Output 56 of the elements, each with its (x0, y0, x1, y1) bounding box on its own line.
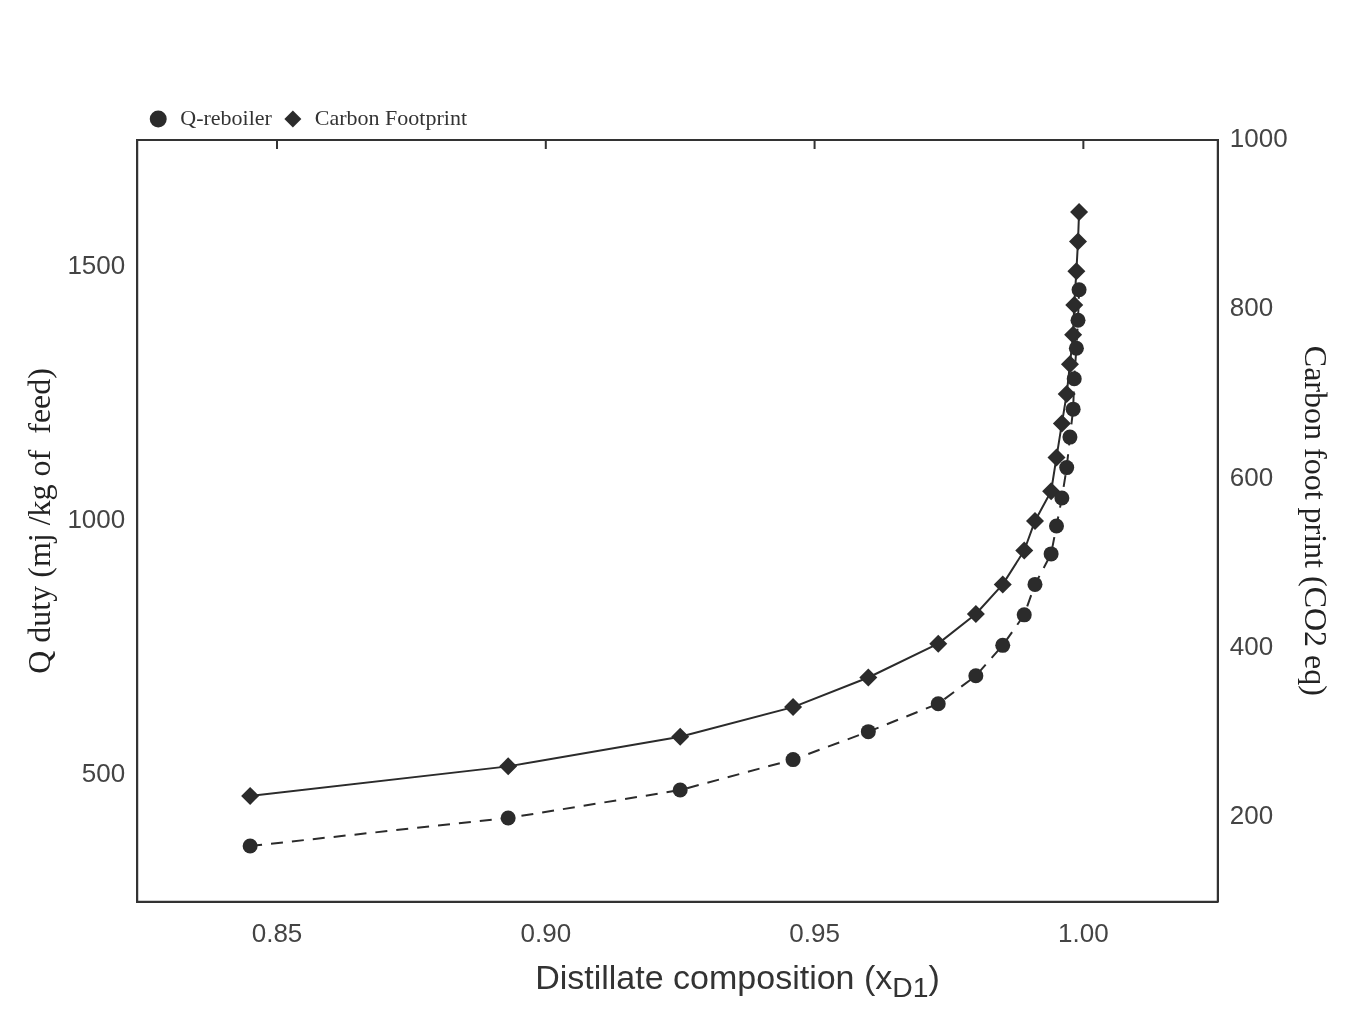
point (1065, 401, 1081, 417)
y-tick-label: 500 (81, 758, 126, 789)
y-tick-label: 1500 (67, 250, 126, 281)
point (1015, 541, 1034, 560)
point (500, 810, 516, 826)
point (1062, 429, 1078, 445)
point (1070, 202, 1089, 221)
point (993, 575, 1012, 594)
y2-tick-label: 400 (1229, 631, 1274, 662)
y2-tick-label: 800 (1229, 292, 1274, 323)
point (1047, 448, 1066, 467)
point (1068, 340, 1084, 356)
point (859, 668, 878, 687)
point (671, 727, 690, 746)
point (1025, 511, 1044, 530)
point (785, 752, 801, 768)
point (1057, 384, 1076, 403)
y2-tick-label: 200 (1229, 800, 1274, 831)
point (1052, 414, 1071, 433)
point (1071, 282, 1087, 298)
point (1042, 482, 1061, 501)
point (1059, 460, 1075, 476)
legend-label: Q-reboiler (180, 104, 273, 130)
point (1070, 312, 1086, 328)
legend-label: Carbon Footprint (314, 104, 468, 130)
point (1065, 296, 1084, 315)
y-tick-label: 1000 (67, 504, 126, 535)
point (242, 838, 258, 854)
point (929, 634, 948, 653)
point (1054, 490, 1070, 506)
point (860, 724, 876, 740)
x-tick-label: 1.00 (1058, 917, 1109, 948)
y2-tick-label: 1000 (1229, 123, 1288, 154)
y2-tick-label: 600 (1229, 461, 1274, 492)
point (995, 637, 1011, 653)
x-axis-title: Distillate composition (x$_{D1}$) (534, 958, 941, 1004)
point (930, 696, 946, 712)
point (672, 782, 688, 798)
point (1066, 371, 1082, 387)
point (1043, 546, 1059, 562)
x-tick-label: 0.95 (789, 917, 840, 948)
point (1067, 262, 1086, 281)
point (1016, 607, 1032, 623)
point (784, 698, 803, 717)
point (241, 786, 260, 805)
x-tick-label: 0.90 (520, 917, 572, 948)
point (1048, 518, 1064, 534)
point (966, 605, 985, 624)
x-tick-label: 0.85 (251, 917, 303, 948)
point (1068, 232, 1087, 251)
point (1027, 576, 1043, 592)
y2-axis-title: Carbon foot print (CO2 eq) (1298, 345, 1335, 696)
point (968, 668, 984, 684)
point (1060, 355, 1079, 374)
y-axis-title: Q duty (mj /kg of feed) (20, 368, 57, 674)
point (499, 757, 518, 776)
